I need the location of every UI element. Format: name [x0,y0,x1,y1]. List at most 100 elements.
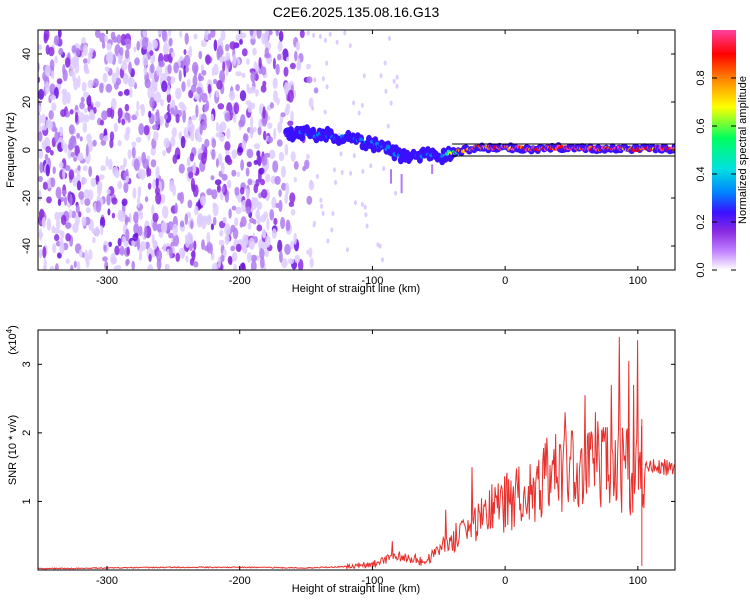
noise-speck [321,211,325,216]
noise-speck [271,228,277,240]
noise-speck [46,196,52,204]
noise-speck [52,166,56,175]
noise-speck [67,143,74,151]
noise-speck [209,243,213,255]
noise-speck [277,53,282,61]
noise-speck [68,209,73,219]
noise-speck [71,45,77,54]
noise-speck [65,233,71,242]
noise-speck [215,121,219,132]
noise-speck [43,30,50,41]
noise-speck [334,180,338,185]
noise-speck [110,253,116,265]
noise-speck [297,58,301,70]
noise-speck [293,161,299,170]
noise-speck [378,243,382,249]
noise-speck [237,146,243,153]
noise-speck [179,220,185,228]
noise-speck [381,257,384,263]
noise-speck [92,78,99,88]
noise-speck [224,234,230,245]
noise-speck [173,61,179,74]
noise-speck [121,235,126,243]
noise-speck [175,113,180,124]
noise-speck [111,212,116,219]
noise-speck [76,173,81,182]
noise-speck [224,112,231,122]
y-tick-label: 3 [21,361,33,367]
noise-speck [211,66,215,77]
noise-speck [265,173,271,183]
noise-speck [231,149,238,159]
noise-speck [82,121,88,133]
noise-speck [86,94,92,107]
noise-speck [85,207,91,214]
noise-speck [287,89,294,103]
spectrogram-x-label: Height of straight line (km) [292,283,420,295]
noise-speck [237,192,243,203]
noise-speck [147,182,152,190]
noise-speck [196,215,203,228]
noise-speck [216,80,223,90]
noise-speck [38,114,42,125]
noise-speck [269,102,274,109]
noise-speck [389,100,393,106]
noise-speck [123,73,129,85]
noise-speck [66,92,71,105]
noise-speck [54,234,60,242]
noise-speck [117,180,123,190]
noise-speck [245,167,250,177]
noise-speck [38,104,42,113]
noise-speck [108,241,112,247]
noise-speck [193,33,198,40]
noise-speck [72,176,78,187]
noise-speck [53,35,60,46]
noise-speck [132,187,137,199]
noise-speck [136,237,140,251]
noise-speck [267,122,273,129]
noise-speck [133,158,140,171]
noise-speck [383,60,387,66]
noise-speck [52,243,57,254]
noise-speck [128,77,136,88]
noise-speck [78,211,82,218]
noise-speck [395,74,399,80]
noise-speck [38,175,43,183]
noise-speck [125,216,131,223]
noise-speck [76,261,81,270]
noise-speck [125,175,129,183]
noise-speck [239,39,243,45]
noise-speck [187,166,193,173]
noise-speck [129,87,133,98]
y-tick-label: 0 [21,147,33,153]
noise-speck [168,232,174,239]
noise-speck [160,221,168,233]
noise-speck [235,243,242,253]
noise-speck [79,101,85,110]
noise-speck [246,252,252,263]
noise-speck [228,90,236,101]
noise-speck [136,40,140,51]
y-tick-label: 1 [21,498,33,504]
noise-speck [131,146,136,159]
spectrogram-marks [38,30,675,270]
noise-speck [78,249,83,258]
noise-speck [253,160,258,165]
noise-speck [121,63,128,71]
noise-speck [112,166,119,177]
noise-speck [392,78,396,84]
noise-speck [308,247,313,258]
noise-speck [125,259,129,267]
noise-speck [142,158,149,169]
x-tick-label: -200 [229,575,251,587]
noise-speck [191,115,197,121]
noise-speck [145,241,150,250]
noise-speck [201,120,207,131]
noise-speck [306,195,313,205]
noise-speck [45,44,50,55]
noise-speck [143,66,148,76]
noise-speck [352,153,356,159]
noise-speck [184,213,188,225]
noise-speck [204,30,210,41]
noise-speck [38,88,45,100]
